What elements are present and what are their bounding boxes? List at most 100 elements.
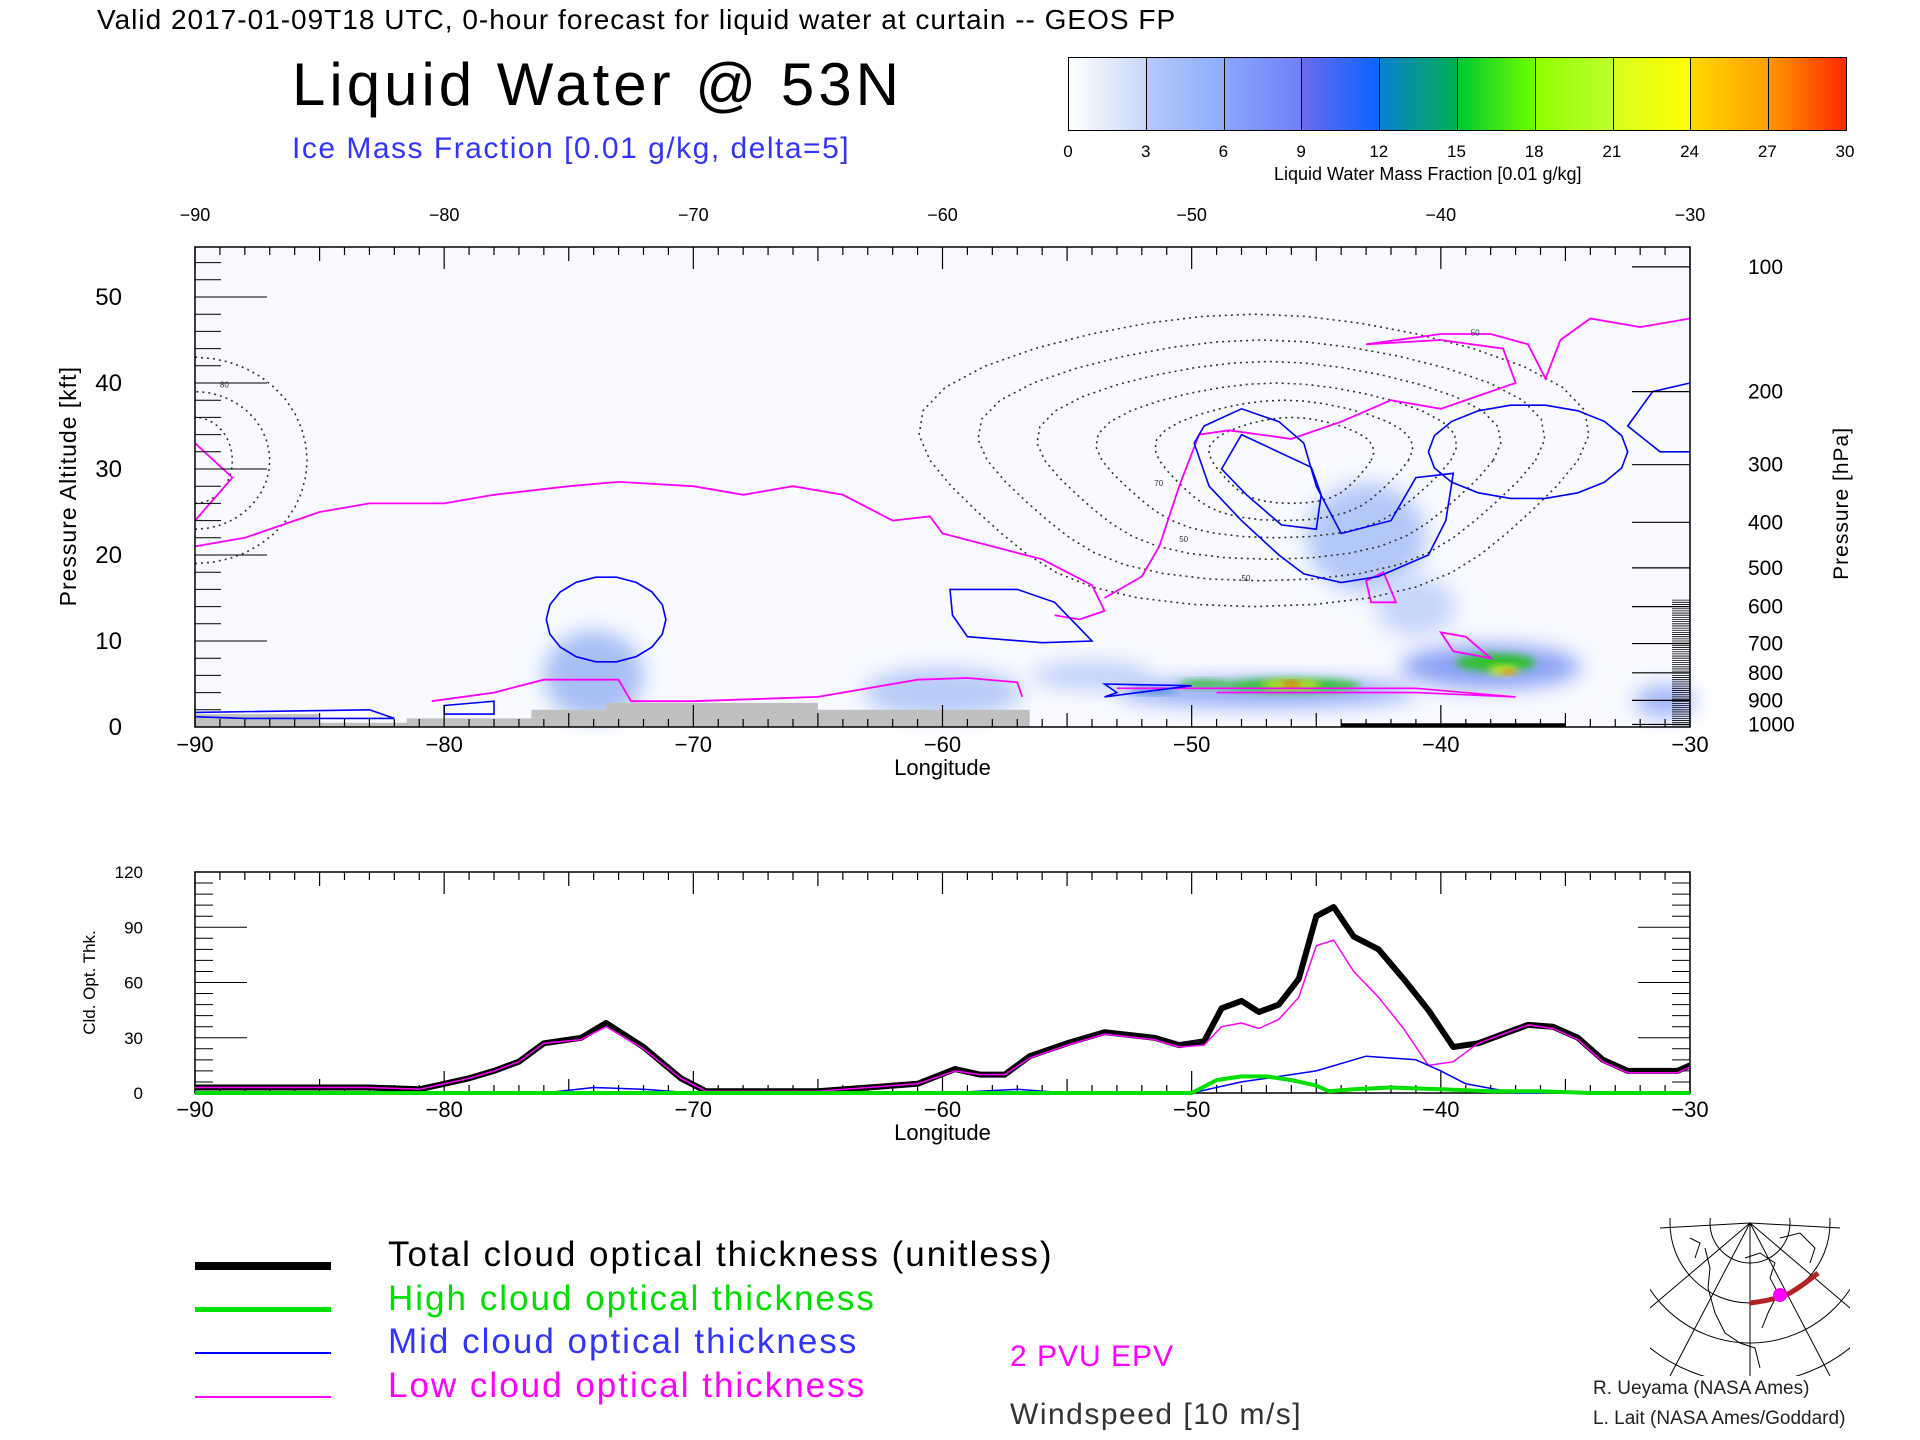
main-title: Liquid Water @ 53N (292, 51, 903, 118)
plot-frame (194, 871, 1691, 1094)
ice-cloud-region (1032, 661, 1152, 690)
x-tick-label: −70 (675, 732, 712, 757)
x-tick-label: −70 (675, 1097, 712, 1122)
x-tick-label: −40 (1422, 1097, 1459, 1122)
credit-line-2: L. Lait (NASA Ames/Goddard) (1593, 1408, 1846, 1429)
colorbar-tick-label: 27 (1757, 142, 1777, 161)
epv-contour (194, 480, 1106, 621)
y-tick-label: 50 (95, 284, 122, 311)
credit-line-1: R. Ueyama (NASA Ames) (1593, 1378, 1810, 1399)
legend-low-swatch (195, 1396, 331, 1398)
epv-contour (1116, 687, 1516, 698)
y-tick-label: 0 (134, 1084, 143, 1103)
legend-total-swatch (195, 1262, 331, 1270)
locator-map (1650, 1218, 1850, 1376)
ice-contour (1626, 382, 1691, 453)
y2-axis-label: Pressure [hPa] (1830, 427, 1853, 580)
epv-contour (431, 677, 1024, 703)
contour-label: 50 (1179, 535, 1188, 544)
epv-contour (1365, 570, 1398, 604)
colorbar-tick-label: 12 (1369, 142, 1389, 161)
windspeed-contour (194, 390, 271, 530)
x-axis-label: Longitude (894, 755, 991, 780)
pressure-tick-label: 200 (1748, 381, 1783, 404)
pressure-tick-label: 700 (1748, 633, 1783, 656)
series-line-high (195, 1074, 1690, 1095)
x-tick-label: −60 (924, 732, 961, 757)
plot-background (195, 247, 1690, 727)
top-x-tick-label: −70 (678, 205, 709, 225)
top-x-tick-label: −40 (1426, 205, 1457, 225)
ice-contour (1193, 407, 1455, 584)
colorbar-tick-label: 24 (1680, 142, 1700, 161)
figure-title: Valid 2017-01-09T18 UTC, 0-hour forecast… (97, 4, 1177, 35)
epv-contour (1438, 631, 1494, 660)
y-tick-label: 30 (124, 1029, 143, 1048)
y-tick-label: 10 (95, 628, 122, 655)
x-tick-label: −40 (1422, 732, 1459, 757)
y-tick-label: 90 (124, 918, 143, 937)
colorbar-tick-label: 21 (1602, 142, 1622, 161)
y-tick-label: 60 (124, 974, 143, 993)
pressure-tick-label: 600 (1748, 596, 1783, 619)
pressure-tick-label: 900 (1748, 689, 1783, 712)
legend-high-label: High cloud optical thickness (388, 1279, 876, 1318)
colorbar-segment (1769, 58, 1846, 130)
y-tick-label: 40 (95, 370, 122, 397)
colorbar-tick-label: 0 (1063, 142, 1073, 161)
contour-label: 70 (1154, 479, 1163, 488)
legend-high-swatch (195, 1307, 331, 1312)
ice-contour (1101, 683, 1192, 698)
ice-contour (545, 576, 667, 663)
colorbar (1068, 57, 1847, 131)
colorbar-tick-label: 15 (1447, 142, 1466, 161)
colorbar-segment (1224, 58, 1303, 130)
y-tick-label: 30 (95, 456, 122, 483)
epv-contour (194, 442, 234, 522)
x-tick-label: −50 (1173, 1097, 1210, 1122)
pressure-tick-label: 500 (1748, 557, 1783, 580)
ice-contour (1427, 404, 1629, 500)
location-marker (1773, 1288, 1787, 1302)
series-line-low (195, 939, 1691, 1092)
liquid-water-core (1455, 653, 1536, 672)
series-line-total (195, 904, 1692, 1095)
colorbar-segment (1535, 58, 1614, 130)
curtain-track (1749, 1271, 1820, 1306)
pressure-tick-label: 100 (1748, 256, 1783, 279)
contour-label: 50 (1242, 574, 1251, 583)
top-x-tick-label: −60 (927, 205, 958, 225)
legend-low-label: Low cloud optical thickness (388, 1366, 867, 1405)
colorbar-segment (1302, 58, 1381, 130)
top-x-tick-label: −50 (1176, 205, 1207, 225)
colorbar-segment (1380, 58, 1458, 130)
x-tick-label: −30 (1671, 1097, 1708, 1122)
epv-contour (1104, 317, 1691, 599)
x-tick-label: −90 (176, 1097, 213, 1122)
colorbar-segment (1457, 58, 1536, 130)
y-tick-label: 20 (95, 542, 122, 569)
pressure-tick-label: 800 (1748, 662, 1783, 685)
series-line-mid (195, 1055, 1690, 1094)
top-x-tick-label: −30 (1675, 205, 1706, 225)
colorbar-caption: Liquid Water Mass Fraction [0.01 g/kg] (1274, 164, 1582, 184)
x-tick-label: −80 (426, 1097, 463, 1122)
top-x-tick-label: −80 (429, 205, 460, 225)
x-axis-label: Longitude (894, 1120, 991, 1145)
ice-cloud-region (1635, 685, 1696, 718)
colorbar-tick-label: 6 (1218, 142, 1229, 161)
x-tick-label: −80 (426, 732, 463, 757)
colorbar-segment (1069, 58, 1147, 130)
legend-mid-swatch (195, 1352, 331, 1354)
x-tick-label: −30 (1671, 732, 1708, 757)
curtain-plot: 1002003004005006007008009001000−90−90−80… (55, 205, 1853, 780)
ice-contour (1220, 433, 1323, 531)
optical-thickness-plot: 0 30 60 90 120 −90 −80 −70 −60 −50 −40 −30 Longitude… (80, 863, 1709, 1145)
colorbar-segment (1691, 58, 1770, 130)
windspeed-contour (918, 313, 1590, 608)
y-axis-label: Cld. Opt. Thk. (80, 930, 99, 1035)
colorbar-segment (1613, 58, 1692, 130)
x-tick-label: −50 (1173, 732, 1210, 757)
top-x-tick-label: −90 (180, 205, 211, 225)
colorbar-tick-label: 18 (1524, 142, 1544, 161)
